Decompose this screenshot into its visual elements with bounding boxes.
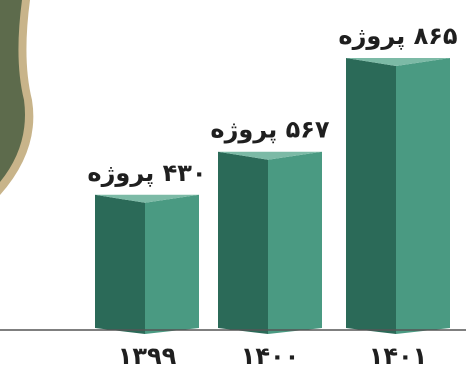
bar-side-face bbox=[95, 194, 145, 334]
bar-side-face bbox=[346, 58, 396, 334]
bars-layer bbox=[95, 58, 450, 334]
bar-۱۳۹۹ bbox=[95, 194, 199, 334]
bar-۱۴۰۱ bbox=[346, 58, 450, 334]
bar-۱۴۰۰ bbox=[218, 151, 322, 334]
x-tick-label: ۱۴۰۱ bbox=[369, 342, 428, 370]
bar-top-face bbox=[346, 58, 450, 66]
bar-front-face bbox=[396, 58, 450, 334]
value-label: ۵۶۷ پروژه bbox=[210, 116, 330, 144]
value-label: ۸۶۵ پروژه bbox=[338, 22, 457, 50]
bar-front-face bbox=[145, 194, 199, 334]
bar-front-face bbox=[268, 151, 322, 334]
bar-top-face bbox=[218, 151, 322, 160]
labels-layer: ۴۳۰ پروژه ۱۳۹۹ ۵۶۷ پروژه ۱۴۰۰ ۸۶۵ پروژه ۱۴۰۱ bbox=[87, 22, 457, 370]
value-label: ۴۳۰ پروژه bbox=[87, 159, 206, 187]
x-tick-label: ۱۳۹۹ bbox=[118, 342, 177, 370]
bar-top-face bbox=[95, 194, 199, 203]
bar-side-face bbox=[218, 151, 268, 334]
x-tick-label: ۱۴۰۰ bbox=[241, 342, 300, 370]
photo-image bbox=[0, 0, 25, 182]
decorative-photo bbox=[0, 0, 34, 195]
